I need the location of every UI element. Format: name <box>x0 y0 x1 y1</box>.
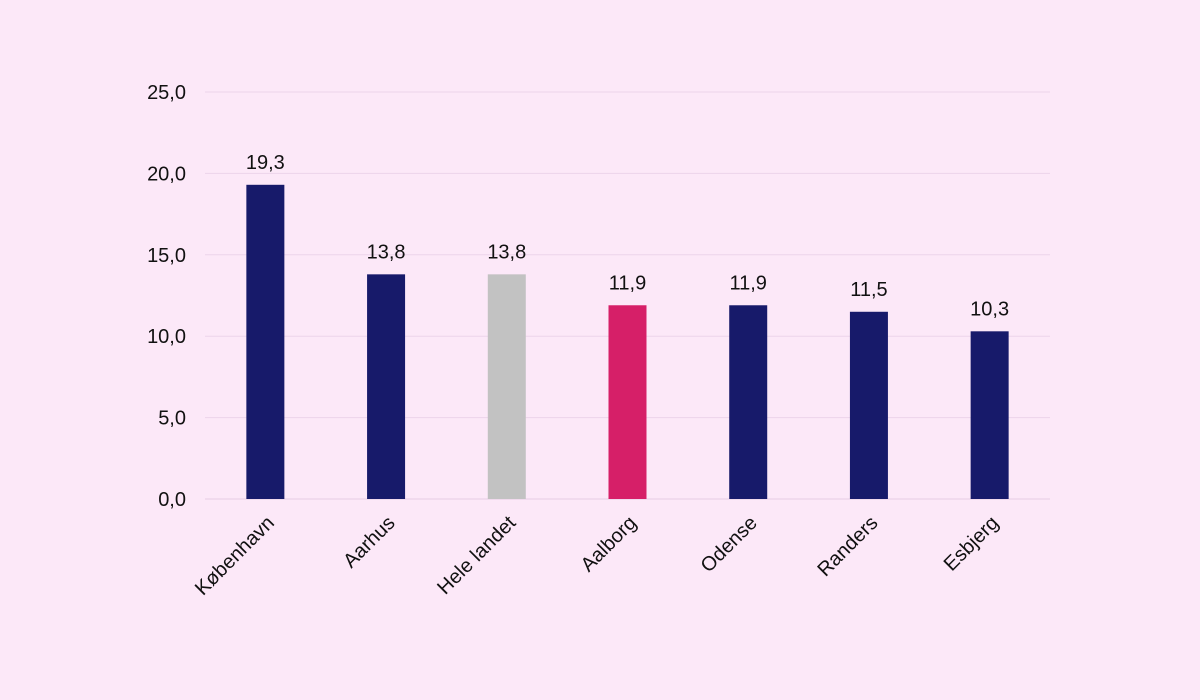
x-category-label: København <box>191 512 279 600</box>
data-label: 13,8 <box>367 241 406 263</box>
y-tick-label: 10,0 <box>147 326 186 348</box>
data-label: 13,8 <box>487 241 526 263</box>
data-labels: 19,3 13,8 13,8 11,9 11,9 11,5 10,3 <box>246 152 1009 321</box>
y-tick-label: 20,0 <box>147 163 186 185</box>
y-tick-label: 15,0 <box>147 245 186 267</box>
x-category-label: Aarhus <box>339 512 399 572</box>
bars <box>246 184 1009 499</box>
bar-hele-landet <box>487 274 526 499</box>
y-tick-label: 5,0 <box>158 408 186 430</box>
data-label: 19,3 <box>246 152 285 174</box>
x-category-label: Hele landet <box>433 512 520 599</box>
bar-odense <box>729 305 768 499</box>
y-axis-tick-labels: 0,0 5,0 10,0 15,0 20,0 25,0 <box>147 82 186 511</box>
bar-københavn <box>246 184 285 499</box>
data-label: 10,3 <box>970 298 1009 320</box>
y-tick-label: 25,0 <box>147 82 186 104</box>
bar-randers <box>849 311 888 499</box>
data-label: 11,9 <box>729 272 766 294</box>
x-category-label: Odense <box>697 512 762 577</box>
bar-aalborg <box>608 305 647 499</box>
x-category-label: Aalborg <box>577 512 641 576</box>
x-category-label: Esbjerg <box>940 512 1004 576</box>
y-tick-label: 0,0 <box>158 489 186 511</box>
x-axis-category-labels: København Aarhus Hele landet Aalborg Odense R… <box>191 512 1003 600</box>
data-label: 11,5 <box>850 279 887 301</box>
bar-aarhus <box>367 274 406 499</box>
data-label: 11,9 <box>609 272 646 294</box>
x-category-label: Randers <box>813 512 882 581</box>
bar-esbjerg <box>970 331 1009 499</box>
